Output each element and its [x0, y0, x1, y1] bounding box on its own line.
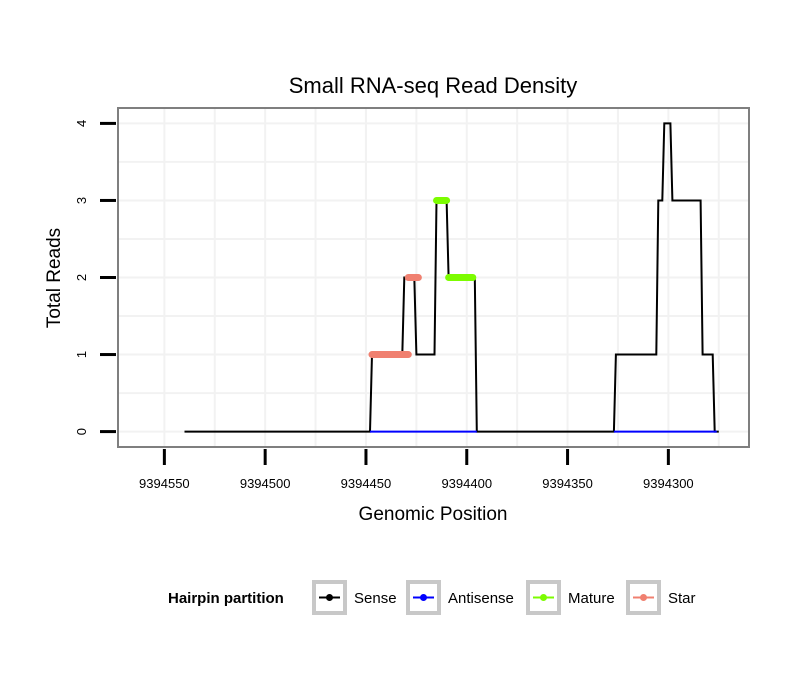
legend-key-point	[640, 594, 647, 601]
legend-title: Hairpin partition	[168, 590, 284, 607]
x-axis-label: Genomic Position	[359, 504, 508, 525]
legend-label-sense: Sense	[354, 590, 397, 607]
x-tick-label: 9394400	[441, 476, 492, 491]
series-star	[368, 274, 422, 359]
legend-label-star: Star	[668, 590, 696, 607]
legend-entries: Sense Antisense Mature Star	[312, 580, 696, 615]
grid	[118, 108, 749, 447]
y-axis: 0 1 2 3 4	[74, 120, 116, 435]
x-axis: 9394550 9394500 9394450 9394400 9394350 93943…	[139, 449, 694, 491]
legend-item-mature: Mature	[526, 580, 615, 615]
x-tick-label: 9394500	[240, 476, 291, 491]
legend-label-antisense: Antisense	[448, 590, 514, 607]
series-mature	[433, 196, 477, 281]
legend: Hairpin partition Sense Antisense Mature St…	[168, 580, 696, 615]
y-axis-label: Total Reads	[44, 228, 65, 328]
legend-key-point	[540, 594, 547, 601]
legend-key-point	[326, 594, 333, 601]
y-tick-label: 0	[74, 428, 89, 435]
y-tick-label: 3	[74, 197, 89, 204]
legend-key-point	[420, 594, 427, 601]
legend-item-sense: Sense	[312, 580, 397, 615]
y-tick-label: 4	[74, 120, 89, 127]
plot-border	[117, 107, 750, 448]
legend-label-mature: Mature	[568, 590, 615, 607]
x-tick-label: 9394350	[542, 476, 593, 491]
legend-item-antisense: Antisense	[406, 580, 514, 615]
legend-item-star: Star	[626, 580, 696, 615]
x-tick-label: 9394300	[643, 476, 694, 491]
x-tick-label: 9394550	[139, 476, 190, 491]
y-tick-label: 2	[74, 274, 89, 281]
y-tick-label: 1	[74, 351, 89, 358]
chart-title: Small RNA-seq Read Density	[289, 73, 578, 98]
series-layer	[184, 122, 719, 433]
x-tick-label: 9394450	[341, 476, 392, 491]
